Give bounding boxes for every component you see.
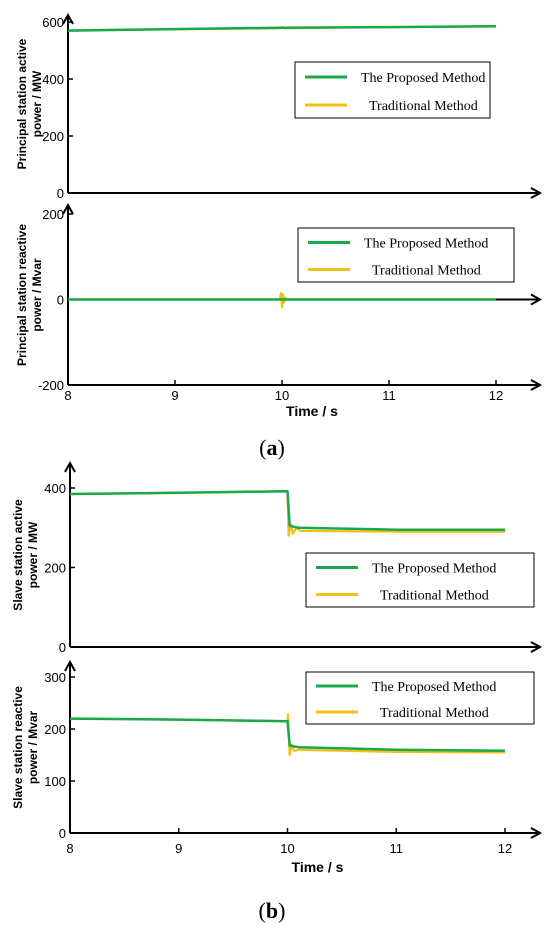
y-tick-label: 400 <box>42 72 64 87</box>
x-axis-arrow <box>530 827 543 839</box>
x-tick-label: 11 <box>390 841 404 856</box>
legend-label: Traditional Method <box>380 706 489 721</box>
legend-label: Traditional Method <box>369 99 478 114</box>
y-axis-title-line: Principal station active <box>15 38 29 169</box>
caption-a: (a) <box>259 435 285 460</box>
x-tick-label: 9 <box>171 388 178 403</box>
y-axis-title: Slave station activepower / MW <box>11 499 40 611</box>
y-tick-label: 200 <box>42 129 64 144</box>
legend-label: The Proposed Method <box>364 237 488 252</box>
y-axis-title-line: power / MW <box>30 70 44 137</box>
legend-box <box>305 671 535 725</box>
y-axis-title-line: Slave station active <box>11 499 25 611</box>
x-tick-label: 10 <box>275 388 289 403</box>
y-tick-label: 0 <box>57 186 64 201</box>
y-axis-title-line: power / Mvar <box>26 710 40 784</box>
y-tick-label: 400 <box>44 481 66 496</box>
y-tick-label: 0 <box>57 293 64 308</box>
panel-a-bottom: -200 0 200 8 9 10 11 12 Time / s Principal statio… <box>15 202 543 419</box>
y-axis-title-line: power / MW <box>26 521 40 588</box>
y-tick-label: 600 <box>42 15 64 30</box>
y-tick-label: 300 <box>44 670 66 685</box>
y-axis-title: Slave station reactivepower / Mvar <box>11 686 40 809</box>
x-axis-arrow <box>530 187 543 199</box>
x-tick-label: 12 <box>489 388 503 403</box>
legend-label: Traditional Method <box>372 264 481 279</box>
y-axis-arrow <box>62 202 74 215</box>
y-tick-label: 200 <box>42 207 64 222</box>
legend-box <box>294 61 491 119</box>
y-axis-title-line: Principal station reactive <box>15 224 29 366</box>
series-proposed-line <box>67 25 497 32</box>
x-tick-label: 8 <box>64 388 71 403</box>
y-tick-label: 100 <box>44 774 66 789</box>
legend-label: Traditional Method <box>380 589 489 604</box>
y-axis-title-line: Slave station reactive <box>11 686 25 809</box>
y-axis-arrow <box>64 659 76 672</box>
caption-b: (b) <box>259 898 286 923</box>
x-tick-label: 11 <box>382 388 396 403</box>
panel-b-top: 0 200 400 Slave station activepower / MW The… <box>11 460 543 655</box>
y-axis-arrow <box>62 12 74 25</box>
x-axis-arrow <box>530 293 543 306</box>
x-axis-bottom-arrow <box>530 379 543 391</box>
y-tick-label: 0 <box>59 826 66 841</box>
x-tick-label: 8 <box>66 841 73 856</box>
x-axis-arrow <box>530 641 543 653</box>
x-tick-label: 9 <box>175 841 182 856</box>
y-tick-label: 200 <box>44 722 66 737</box>
legend-label: The Proposed Method <box>372 562 496 577</box>
y-axis-title: Principal station activepower / MW <box>15 38 44 169</box>
panel-b-bottom: 0 100 200 300 8 9 10 11 12 Time / s Slave station … <box>11 659 543 875</box>
legend-box <box>305 552 535 608</box>
x-tick-label: 12 <box>498 841 512 856</box>
x-tick-label: 10 <box>280 841 294 856</box>
y-axis-title: Principal station reactivepower / Mvar <box>15 224 44 366</box>
legend-box <box>297 227 515 283</box>
x-axis-title: Time / s <box>286 403 338 419</box>
y-axis-arrow <box>64 460 76 473</box>
legend-label: The Proposed Method <box>372 680 496 695</box>
y-tick-label: -200 <box>38 378 64 393</box>
y-tick-label: 200 <box>44 561 66 576</box>
series-proposed-line <box>69 717 506 753</box>
x-axis-title: Time / s <box>292 859 344 875</box>
y-tick-label: 0 <box>59 640 66 655</box>
y-axis-title-line: power / Mvar <box>30 258 44 332</box>
series-proposed-line <box>69 489 505 531</box>
legend-label: The Proposed Method <box>361 71 485 86</box>
panel-a-top: 0 200 400 600 Principal station activepower … <box>15 12 543 201</box>
